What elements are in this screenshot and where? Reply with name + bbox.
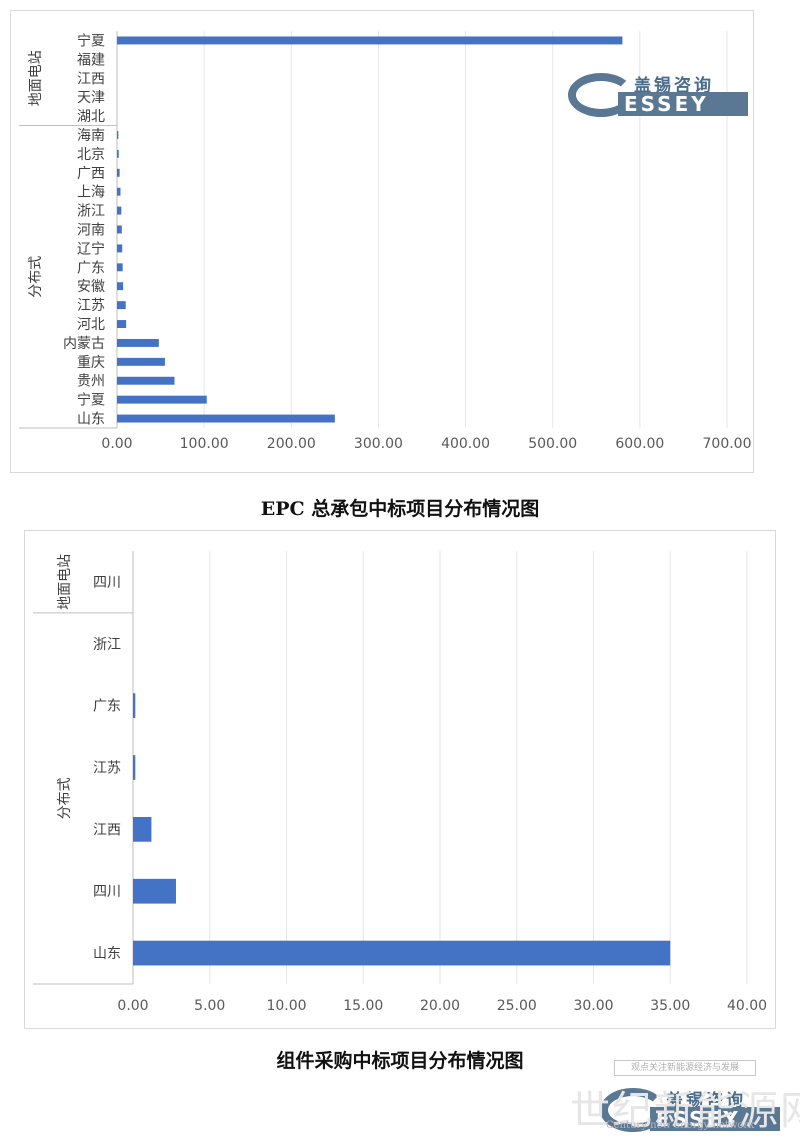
category-label: 辽宁 [77,240,105,257]
bar [117,395,207,404]
watermark-box-text: 观点关注新能源经济与发展 [614,1060,756,1076]
category-label: 江苏 [93,761,121,777]
epc-chart-panel: 0.00 100.00 200.00 300.00 400.00 500.00 600.00… [10,10,754,473]
bar [117,149,119,158]
bar [117,36,623,45]
category-label: 北京 [77,147,105,163]
logo-en-text: ESSEY [618,92,748,116]
bar [117,225,122,234]
bar [133,693,136,719]
x-tick-label: 40.00 [727,998,767,1014]
x-tick-label: 300.00 [354,436,403,452]
x-tick-label: 20.00 [420,998,460,1014]
group-label: 分布式 [28,256,44,298]
x-tick-label: 15.00 [343,998,383,1014]
category-label: 天津 [77,90,105,106]
category-label: 宁夏 [77,392,105,409]
category-label: 河北 [77,317,105,333]
bar [117,187,121,196]
category-label: 江西 [77,71,105,87]
bar [133,755,136,780]
bar [117,301,126,310]
x-tick-label: 100.00 [180,436,229,452]
bar [117,263,123,272]
logo-cn-text: 盖锡咨询 [666,1091,746,1111]
gessey-logo-g-mark [600,1088,666,1132]
bar [117,376,175,385]
bar [117,244,123,253]
bar [117,357,165,366]
bar [117,206,122,215]
category-label: 四川 [93,575,121,591]
gessey-logo: 盖锡咨询 ESSEY [600,1086,782,1136]
category-label: 浙江 [77,204,105,220]
category-label: 湖北 [77,109,105,125]
category-label: 福建 [77,52,105,68]
category-label: 宁夏 [77,32,105,49]
epc-bar-chart: 0.00 100.00 200.00 300.00 400.00 500.00 600.00… [19,31,752,452]
watermark-title: 世纪新能源网 [570,1088,800,1134]
category-label: 浙江 [93,637,121,653]
gessey-logo: 盖锡咨询 ESSEY [568,71,750,121]
bar [117,338,159,347]
x-tick-label: 600.00 [615,436,664,452]
x-tick-label: 10.00 [266,998,306,1014]
logo-cn-text: 盖锡咨询 [634,76,714,96]
category-label: 广东 [77,260,105,276]
category-label: 四川 [93,884,121,900]
watermark: 观点关注新能源经济与发展 世纪新能源网 Century new energy n… [566,1058,800,1136]
x-tick-label: 0.00 [117,998,148,1014]
bar [133,878,176,904]
x-tick-label: 30.00 [573,998,613,1014]
bar [133,940,671,966]
category-label: 重庆 [77,355,105,371]
gessey-logo-g-mark [568,73,634,117]
x-tick-label: 25.00 [497,998,537,1014]
category-label: 山东 [77,412,105,428]
group-label: 地面电站 [57,554,73,610]
x-tick-label: 0.00 [101,436,132,452]
module-bar-chart: 0.00 5.00 10.00 15.00 20.00 25.00 30.00 35.00 40… [33,551,767,1014]
bar [117,282,124,291]
x-tick-label: 500.00 [528,436,577,452]
category-label: 江苏 [77,298,105,314]
epc-chart-caption: EPC 总承包中标项目分布情况图 [260,498,540,520]
group-label: 地面电站 [28,50,44,106]
logo-en-text: ESSEY [650,1107,780,1131]
category-label: 山东 [93,946,121,962]
x-tick-label: 35.00 [650,998,690,1014]
watermark-subtitle: Century new energy network [606,1120,755,1131]
bar [133,816,152,842]
category-label: 贵州 [77,374,105,390]
module-chart-panel: 0.00 5.00 10.00 15.00 20.00 25.00 30.00 35.00 40… [24,530,780,1132]
group-label: 分布式 [57,777,73,819]
category-label: 安徽 [77,279,105,295]
bar [117,168,120,177]
x-tick-label: 700.00 [703,436,752,452]
category-label: 广西 [77,166,105,182]
module-chart-caption: 组件采购中标项目分布情况图 [276,1050,524,1072]
category-label: 广东 [93,699,121,715]
category-label: 海南 [77,128,105,144]
bar [117,414,335,423]
bar [117,131,119,139]
category-label: 内蒙古 [63,336,105,352]
x-tick-label: 5.00 [194,998,225,1014]
x-tick-label: 400.00 [441,436,490,452]
category-label: 江西 [93,822,121,838]
x-tick-label: 200.00 [267,436,316,452]
bar [117,320,127,328]
category-label: 上海 [77,185,105,201]
category-label: 河南 [77,223,105,239]
